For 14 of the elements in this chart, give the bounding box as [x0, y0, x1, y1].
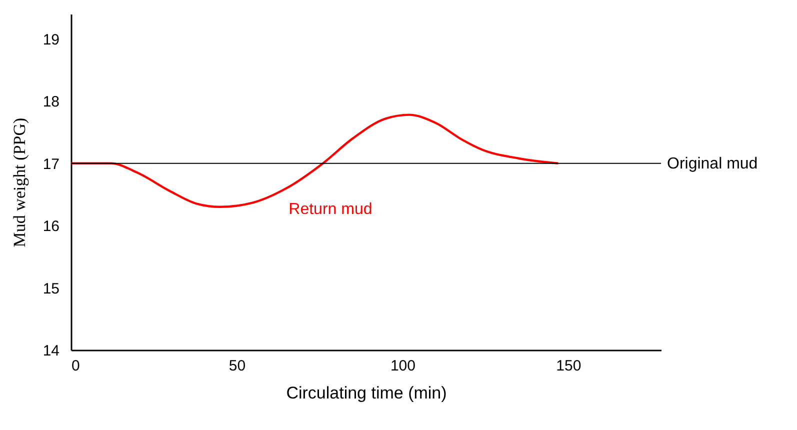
- y-tick-label: 15: [42, 280, 60, 298]
- x-tick-label: 0: [72, 358, 80, 374]
- x-tick-label: 100: [390, 358, 416, 374]
- y-tick-label: 16: [42, 218, 60, 236]
- ref-line-label: Original mud: [667, 155, 758, 172]
- x-axis-title: Circulating time (min): [286, 384, 447, 402]
- y-tick-label: 17: [42, 156, 60, 173]
- x-tick-label: 150: [556, 358, 582, 374]
- y-tick-label: 19: [42, 31, 60, 48]
- y-axis-title: Mud weight (PPG): [10, 118, 29, 248]
- series-label: Return mud: [288, 201, 372, 218]
- x-tick-label: 50: [228, 358, 246, 374]
- y-tick-label: 18: [42, 94, 60, 111]
- y-tick-label: 14: [42, 342, 60, 360]
